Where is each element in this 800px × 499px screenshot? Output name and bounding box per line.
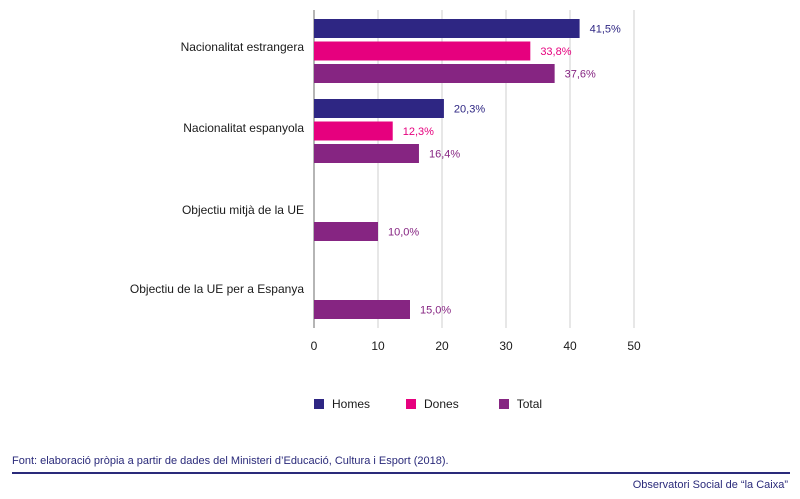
bar-total — [314, 300, 410, 319]
legend-swatch-homes — [314, 399, 324, 409]
footer-divider — [12, 472, 790, 474]
data-label: 20,3% — [454, 104, 485, 116]
legend-label-homes: Homes — [332, 397, 371, 411]
category-label: Objectiu mitjà de la UE — [182, 203, 304, 217]
legend-label-dones: Dones — [424, 397, 459, 411]
data-label: 12,3% — [403, 126, 434, 138]
bar-homes — [314, 99, 444, 118]
legend-label-total: Total — [516, 397, 543, 411]
data-label: 15,0% — [420, 305, 451, 317]
legend-item-total: Total — [498, 397, 543, 411]
data-label: 16,4% — [429, 149, 460, 161]
bar-dones — [314, 121, 393, 141]
category-label: Nacionalitat espanyola — [183, 121, 304, 135]
bar-homes — [314, 19, 580, 38]
x-tick-label: 50 — [627, 339, 641, 353]
category-label: Objectiu de la UE per a Espanya — [130, 282, 304, 296]
bar-chart: 0 10 20 30 40 50 Nacionalitat estrangera Nacion… — [130, 10, 641, 353]
legend-item-homes: Homes — [314, 397, 370, 411]
bar-total — [314, 64, 555, 83]
data-label: 37,6% — [565, 69, 596, 81]
data-label: 41,5% — [590, 24, 621, 36]
legend-item-dones: Dones — [406, 397, 459, 411]
data-label: 10,0% — [388, 227, 419, 239]
data-label: 33,8% — [540, 46, 571, 58]
x-tick-label: 40 — [563, 339, 577, 353]
x-tick-label: 20 — [435, 339, 449, 353]
legend: Homes Dones Total — [314, 397, 578, 411]
source-note: Font: elaboració pròpia a partir de dade… — [12, 455, 449, 467]
legend-swatch-dones — [406, 399, 417, 409]
bar-dones — [314, 41, 531, 61]
x-tick-label: 30 — [499, 339, 513, 353]
x-tick-label: 0 — [311, 339, 318, 353]
bar-total — [314, 222, 378, 241]
bar-total — [314, 144, 419, 163]
brand-credit: Observatori Social de “la Caixa” — [632, 479, 788, 491]
x-tick-label: 10 — [371, 339, 385, 353]
legend-swatch-total — [498, 399, 509, 409]
category-label: Nacionalitat estrangera — [181, 40, 305, 54]
